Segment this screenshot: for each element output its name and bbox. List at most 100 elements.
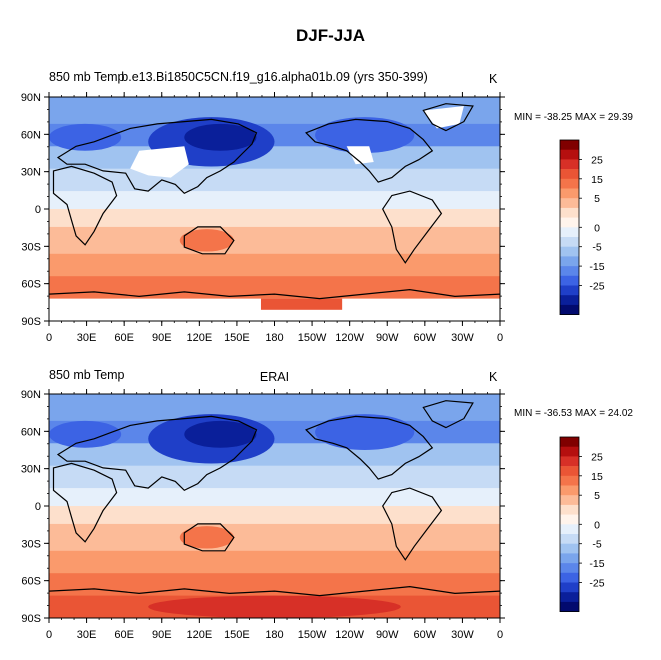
lat-tick-label: 30N [21, 464, 41, 476]
coastline [382, 487, 443, 561]
contour-band [49, 394, 500, 422]
colorbar-swatch [560, 149, 579, 160]
warm-anomaly-australia [179, 526, 234, 549]
lon-tick-label: 120E [186, 629, 212, 641]
panel2-case-label: ERAI [259, 370, 290, 384]
lon-tick-label: 30W [451, 629, 474, 641]
colorbar-swatch [560, 485, 579, 496]
contour-band [49, 226, 500, 255]
colorbar-label: 15 [591, 174, 603, 186]
lon-tick-label: 30E [77, 629, 97, 641]
contour-band [49, 488, 500, 507]
colorbar-label: -25 [589, 281, 604, 293]
contour-band [49, 443, 500, 467]
panel2-minmax-label: MIN = -36.53 MAX = 24.02 [514, 408, 633, 419]
cold-anomaly-america [315, 117, 415, 153]
colorbar-swatch [560, 178, 579, 189]
map-panel-2: 90N 60N 30N 0 30S 60S 90S 0 30E 60E 90E 120E 150E 180… [21, 389, 505, 641]
lon-tick-label: 150W [298, 629, 327, 641]
cold-anomaly-europe [49, 123, 122, 151]
temperature-field [49, 394, 500, 618]
lon-tick-label: 0 [46, 332, 52, 344]
lon-tick-label: 180 [265, 332, 283, 344]
colorbar-label: 25 [591, 451, 603, 463]
lon-tick-label: 60W [414, 332, 437, 344]
colorbar-swatch [560, 207, 579, 218]
lat-tick-label: 60S [21, 576, 41, 588]
coastline [49, 585, 500, 597]
temperature-field [49, 97, 500, 321]
coastline [382, 190, 443, 264]
contour-band [260, 298, 343, 310]
colorbar-swatch [560, 495, 579, 506]
colorbar-swatch [560, 466, 579, 477]
colorbar-swatch [560, 198, 579, 209]
cold-core-asia [184, 420, 257, 448]
coastline [52, 462, 118, 543]
colorbar-swatch [560, 275, 579, 286]
colorbar-label: -15 [589, 261, 604, 273]
lon-tick-label: 0 [497, 629, 503, 641]
lon-tick-label: 90E [152, 332, 172, 344]
warm-anomaly-antarctica [148, 595, 401, 618]
colorbar-swatch [560, 553, 579, 564]
contour-band [49, 191, 500, 210]
colorbar-swatch [560, 534, 579, 544]
cold-anomaly-america [315, 414, 415, 450]
missing-data-region [346, 146, 374, 165]
lon-tick-label: 120W [335, 629, 364, 641]
coastline [305, 415, 434, 480]
colorbar-label: -5 [592, 242, 601, 254]
warm-anomaly-australia [179, 229, 234, 252]
coastline [56, 118, 258, 195]
colorbar-swatch [560, 524, 579, 535]
colorbar-swatch [560, 563, 579, 574]
lon-tick-label: 90E [152, 629, 172, 641]
lon-tick-label: 120E [186, 332, 212, 344]
contour-band [49, 506, 500, 525]
lon-tick-label: 60E [114, 332, 134, 344]
lat-tick-label: 90S [21, 316, 41, 328]
missing-data-region [130, 146, 189, 178]
cold-core-asia [184, 123, 257, 151]
colorbar-swatch [560, 543, 579, 554]
lon-tick-label: 90W [376, 629, 399, 641]
contour-band [49, 465, 500, 489]
panel2-units-label: K [489, 370, 498, 384]
lon-tick-label: 0 [46, 629, 52, 641]
contour-band [49, 253, 500, 277]
colorbar-swatch [560, 504, 579, 515]
colorbar-swatch [560, 304, 579, 315]
lon-tick-label: 30E [77, 332, 97, 344]
missing-data-region [423, 105, 464, 129]
colorbar-swatch [560, 159, 579, 170]
panel2-variable-label: 850 mb Temp [49, 368, 125, 382]
colorbar-swatch [560, 227, 579, 238]
colorbar-swatch [560, 140, 579, 150]
colorbar-label: 0 [594, 519, 600, 531]
coastline [56, 415, 258, 492]
coastline [52, 165, 118, 246]
colorbar-1: 25 15 5 0 -5 -15 -25 [559, 139, 605, 316]
contour-band [49, 209, 500, 228]
lon-tick-label: 150E [224, 332, 250, 344]
lat-tick-label: 30S [21, 538, 41, 550]
colorbar-label: -15 [589, 558, 604, 570]
cold-anomaly-europe [49, 420, 122, 448]
colorbar-swatch [560, 217, 579, 228]
lon-tick-label: 180 [265, 629, 283, 641]
panel1-variable-label: 850 mb Temp [49, 70, 125, 84]
coastline [183, 523, 235, 552]
lat-tick-label: 30S [21, 241, 41, 253]
colorbar-swatch [560, 169, 579, 180]
colorbar-swatch [560, 285, 579, 296]
lat-tick-label: 60N [21, 426, 41, 438]
lon-tick-label: 30W [451, 332, 474, 344]
lat-tick-label: 0 [35, 204, 41, 216]
lat-tick-label: 90N [21, 389, 41, 401]
lat-tick-label: 60S [21, 279, 41, 291]
colorbar-swatch [560, 295, 579, 306]
colorbar-swatch [560, 475, 579, 486]
colorbar-swatch [560, 456, 579, 467]
contour-band [49, 550, 500, 574]
